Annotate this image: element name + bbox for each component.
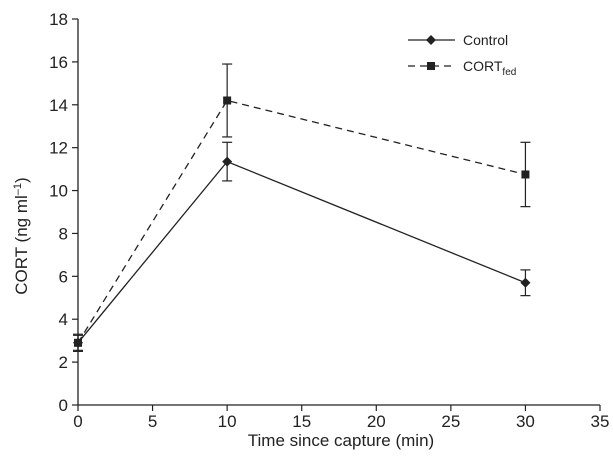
legend-item: Control — [408, 32, 508, 48]
y-axis-label-main: CORT (ng ml — [12, 195, 31, 295]
y-tick-label: 8 — [59, 224, 68, 243]
legend-label: CORTfed — [463, 58, 516, 78]
square-marker — [521, 170, 530, 179]
x-axis-ticks: 0 5 10 15 20 25 30 35 — [73, 405, 609, 431]
series-cort-fed — [73, 63, 531, 352]
series-line — [77, 160, 526, 344]
x-tick-label: 25 — [441, 412, 460, 431]
y-tick-label: 0 — [59, 396, 68, 415]
square-marker — [427, 62, 435, 70]
y-tick-label: 6 — [59, 267, 68, 286]
x-tick-label: 35 — [591, 412, 610, 431]
series-control — [73, 141, 531, 351]
y-tick-label: 2 — [59, 353, 68, 372]
square-marker — [223, 96, 232, 105]
y-tick-label: 10 — [49, 182, 68, 201]
series-layer — [73, 63, 531, 352]
x-tick-label: 15 — [292, 412, 311, 431]
x-tick-label: 5 — [148, 412, 157, 431]
legend-item: CORTfed — [408, 58, 516, 78]
series-line — [77, 99, 526, 344]
x-tick-label: 10 — [218, 412, 237, 431]
y-tick-label: 14 — [49, 96, 68, 115]
y-axis-ticks: 0 2 4 6 8 10 12 14 16 18 — [49, 10, 78, 415]
y-axis-label-superscript: –1 — [12, 183, 24, 195]
x-tick-label: 20 — [367, 412, 386, 431]
diamond-marker — [222, 156, 233, 167]
chart-legend: Control CORTfed — [408, 32, 516, 78]
chart-axes — [77, 19, 600, 406]
y-tick-label: 16 — [49, 53, 68, 72]
y-tick-label: 4 — [59, 310, 68, 329]
y-tick-label: 12 — [49, 139, 68, 158]
y-axis-label-tail: ) — [12, 177, 31, 183]
legend-label: Control — [463, 32, 508, 48]
diamond-marker — [426, 35, 436, 45]
x-tick-label: 30 — [516, 412, 535, 431]
square-marker — [74, 338, 82, 347]
x-axis-label: Time since capture (min) — [248, 431, 434, 450]
y-tick-label: 18 — [49, 10, 68, 29]
x-tick-label: 0 — [73, 412, 82, 431]
diamond-marker — [520, 277, 531, 288]
y-axis-label: CORT (ng ml–1) — [12, 177, 31, 294]
